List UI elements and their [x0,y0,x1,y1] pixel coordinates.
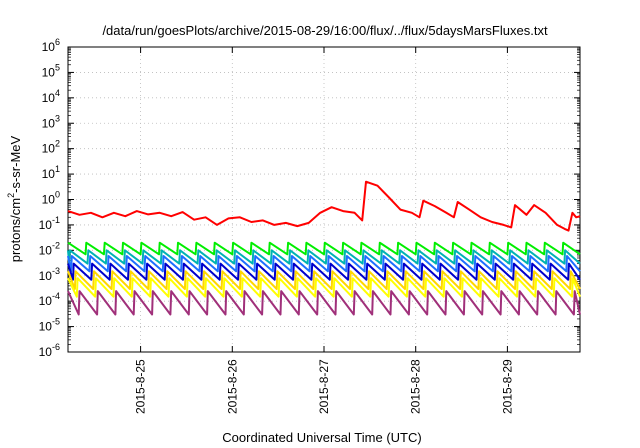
y-tick-label: 102 [42,139,60,156]
y-tick-label: 101 [42,164,60,181]
y-axis-label-rest: -s-sr-MeV [8,135,23,192]
series-line-1 [67,180,581,232]
series-line-7 [67,277,581,298]
series-line-3 [67,249,581,265]
y-axis-label: protons/cm2-s-sr-MeV [6,135,23,262]
y-tick-label: 106 [42,37,60,54]
y-tick-label: 10-4 [39,291,60,308]
x-tick-label: 2015-8-29 [500,359,514,414]
x-tick-label: 2015-8-28 [409,359,423,414]
series-line-8 [67,290,581,316]
y-axis: 10-6 10-5 10-4 10-3 10-2 10-1 100 101 102 103 104 1… [39,37,580,359]
y-tick-label: 103 [42,113,60,130]
y-tick-label: 104 [42,88,60,105]
series-line-5 [67,262,581,281]
series-line-4 [67,255,581,273]
y-tick-label: 105 [42,62,60,79]
x-axis-label: Coordinated Universal Time (UTC) [222,430,421,445]
series-line-6 [67,270,581,290]
y-axis-label-base: protons/cm [8,198,23,262]
y-tick-label: 10-5 [39,317,60,334]
y-tick-label: 10-3 [39,266,60,283]
y-tick-label: 100 [42,190,60,207]
x-tick-label: 2015-8-26 [225,359,239,414]
series-line-2 [67,241,581,256]
series-group [67,180,581,316]
y-axis-label-sup: 2 [6,193,16,198]
y-tick-label: 10-1 [39,215,60,232]
x-tick-label: 2015-8-25 [134,359,148,414]
x-tick-label: 2015-8-27 [317,359,331,414]
y-tick-label: 10-6 [39,342,60,359]
x-axis: 2015-8-25 2015-8-26 2015-8-27 2015-8-28 2015… [134,47,514,414]
chart-title: /data/run/goesPlots/archive/2015-08-29/1… [102,23,548,38]
y-tick-label: 10-2 [39,240,60,257]
